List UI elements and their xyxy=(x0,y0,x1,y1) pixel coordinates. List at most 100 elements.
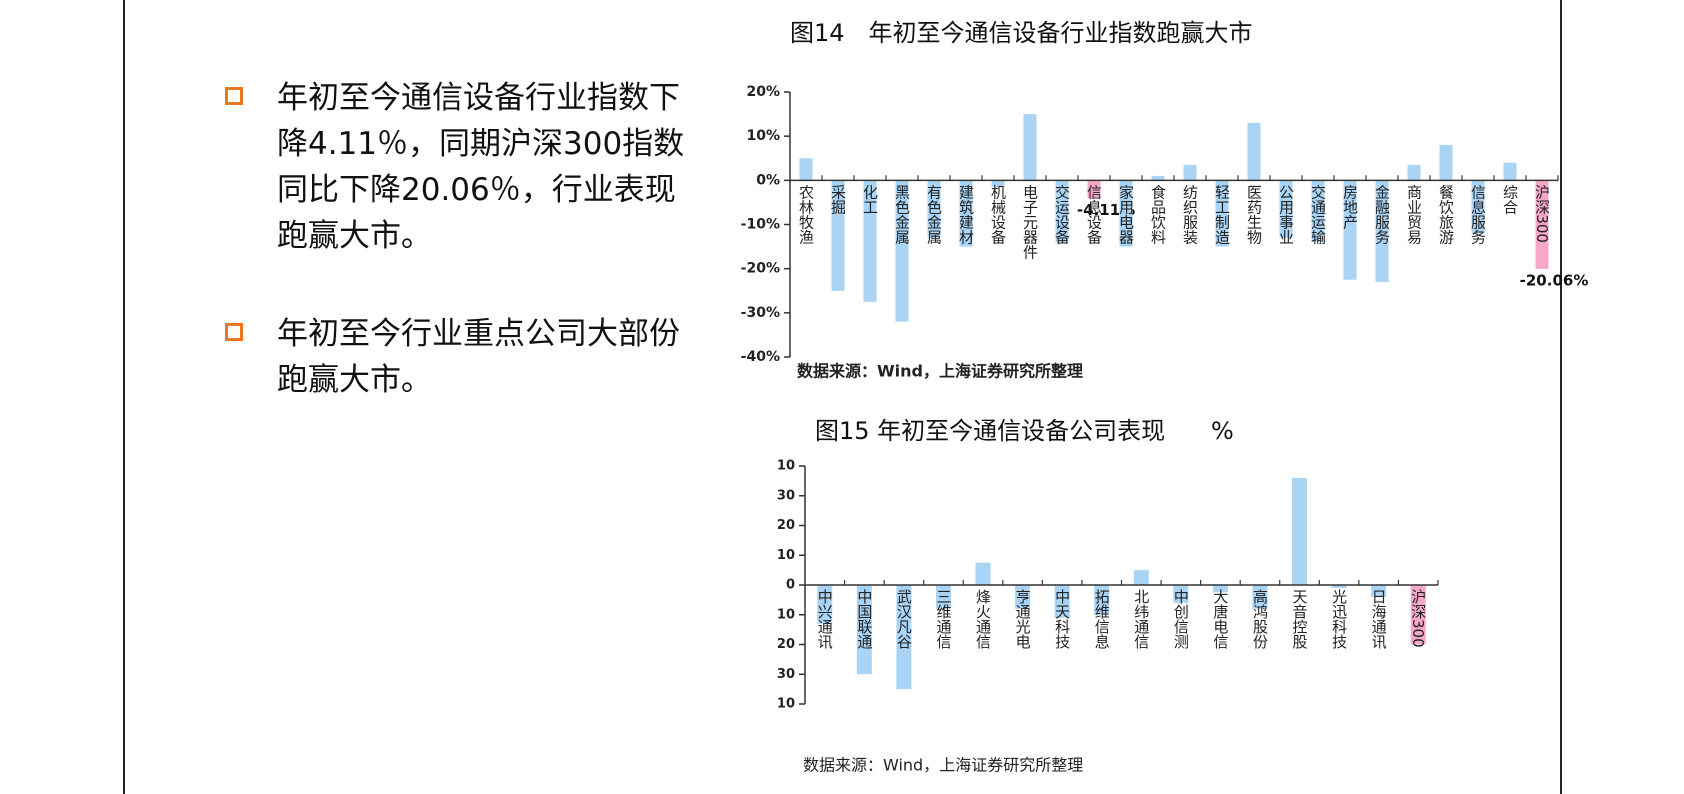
x-tick-label: 食品饮料 xyxy=(1149,184,1167,244)
x-tick-label: 亨通光电 xyxy=(1014,589,1032,649)
y-tick-label: -30% xyxy=(741,305,780,321)
bar xyxy=(896,585,912,690)
bar xyxy=(927,180,941,238)
x-tick-label: 公用事业 xyxy=(1277,184,1295,244)
y-tick-label: -40% xyxy=(741,349,780,365)
bar xyxy=(1247,122,1261,181)
bar xyxy=(1094,585,1110,615)
bar xyxy=(1119,180,1133,247)
bar xyxy=(1439,145,1453,181)
x-tick-label: 交运设备 xyxy=(1053,184,1071,245)
bar xyxy=(1410,585,1426,645)
bar xyxy=(1173,585,1189,603)
source-note: 数据来源：Wind，上海证券研究所整理 xyxy=(803,756,1083,775)
bar xyxy=(1331,585,1347,588)
border-line xyxy=(123,0,125,794)
x-tick-label: 有色金属 xyxy=(925,184,943,244)
bar xyxy=(1292,477,1308,585)
y-tick-label: 10 xyxy=(777,697,795,712)
x-tick-label: 轻工制造 xyxy=(1213,184,1231,245)
x-tick-label: 光迅科技 xyxy=(1330,589,1348,650)
border-line xyxy=(1560,0,1562,794)
bar xyxy=(1015,585,1031,609)
x-tick-label: 家用电器 xyxy=(1117,184,1135,244)
bar xyxy=(991,180,1005,187)
x-tick-label: 拓维信息 xyxy=(1093,589,1111,649)
bar xyxy=(1252,585,1268,609)
bar xyxy=(895,180,909,322)
bar xyxy=(1503,162,1517,181)
y-tick-label: 10% xyxy=(746,128,780,144)
bullet-text: 年初至今行业重点公司大部份跑赢大市。 xyxy=(277,316,680,398)
bar xyxy=(975,562,991,585)
x-tick-label: 中创信测 xyxy=(1172,589,1190,649)
bar xyxy=(1183,164,1197,181)
bar xyxy=(831,180,845,291)
x-tick-label: 金融服务 xyxy=(1373,184,1391,245)
x-tick-label: 农林牧渔 xyxy=(797,184,815,244)
x-tick-label: 日海通讯 xyxy=(1370,589,1388,650)
bar xyxy=(1212,585,1228,593)
y-tick-label: -10% xyxy=(741,217,780,233)
x-tick-label: 三维通信 xyxy=(934,589,952,649)
x-tick-label: 信息设备 xyxy=(1085,184,1103,244)
bar xyxy=(1407,164,1421,181)
bar xyxy=(935,585,951,609)
y-tick-label: 20 xyxy=(777,518,795,533)
x-tick-label: 机械设备 xyxy=(989,184,1007,244)
y-tick-label: 0 xyxy=(786,578,795,593)
x-tick-label: 中兴通讯 xyxy=(816,589,834,650)
x-tick-label: 中天科技 xyxy=(1053,589,1071,650)
x-tick-label: 沪深300 xyxy=(1409,589,1427,648)
x-tick-label: 纺织服装 xyxy=(1181,184,1199,244)
bar xyxy=(1055,180,1069,243)
bar xyxy=(1471,180,1485,234)
y-tick-label: 30 xyxy=(777,488,795,503)
y-tick-label: 20 xyxy=(777,637,795,652)
bullet-text: 年初至今通信设备行业指数下降4.11％，同期沪深300指数同比下降20.06％，… xyxy=(277,80,685,254)
bullet: 年初至今行业重点公司大部份跑赢大市。 xyxy=(225,311,685,403)
x-tick-label: 综合 xyxy=(1501,184,1519,214)
x-tick-label: 医药生物 xyxy=(1245,184,1263,245)
bar xyxy=(863,180,877,302)
x-tick-label: 武汉凡谷 xyxy=(895,589,913,649)
x-tick-label: 烽火通信 xyxy=(974,589,992,649)
x-tick-label: 采掘 xyxy=(829,184,847,215)
x-tick-label: 高鸿股份 xyxy=(1251,589,1269,650)
x-tick-label: 建筑建材 xyxy=(957,184,975,244)
bar xyxy=(959,180,973,247)
bullet: 年初至今通信设备行业指数下降4.11％，同期沪深300指数同比下降20.06％，… xyxy=(225,75,685,259)
x-tick-label: 房地产 xyxy=(1341,184,1359,229)
y-tick-label: 0% xyxy=(756,172,780,188)
y-tick-label: 20% xyxy=(746,84,780,100)
bar xyxy=(1054,585,1070,618)
chart-title: 图15 年初至今通信设备公司表现 % xyxy=(815,417,1234,445)
value-label: -20.06% xyxy=(1520,271,1589,289)
x-tick-label: 商业贸易 xyxy=(1405,184,1423,244)
bar xyxy=(817,585,833,624)
bar xyxy=(1215,180,1229,247)
x-tick-label: 化工 xyxy=(861,184,879,214)
x-tick-label: 大唐电信 xyxy=(1211,589,1229,649)
x-tick-label: 电子元器件 xyxy=(1021,184,1039,259)
x-tick-label: 餐饮旅游 xyxy=(1437,184,1455,245)
bar xyxy=(1087,180,1101,199)
x-tick-label: 沪深300 xyxy=(1533,184,1551,243)
bar xyxy=(1279,180,1293,238)
y-tick-label: -20% xyxy=(741,261,780,277)
source-note: 数据来源：Wind，上海证券研究所整理 xyxy=(797,362,1083,381)
bar xyxy=(1023,114,1037,181)
chart-title: 图14 年初至今通信设备行业指数跑赢大市 xyxy=(790,19,1253,47)
y-tick-label: 10 xyxy=(777,548,795,563)
y-tick-label: 30 xyxy=(777,667,795,682)
y-tick-label: 10 xyxy=(777,459,795,474)
bar xyxy=(799,158,813,181)
x-tick-label: 信息服务 xyxy=(1469,184,1487,245)
bar xyxy=(1311,180,1325,243)
x-tick-label: 交通运输 xyxy=(1309,184,1327,245)
y-tick-label: 10 xyxy=(777,607,795,622)
bar xyxy=(1375,180,1389,282)
bar xyxy=(1535,180,1549,269)
